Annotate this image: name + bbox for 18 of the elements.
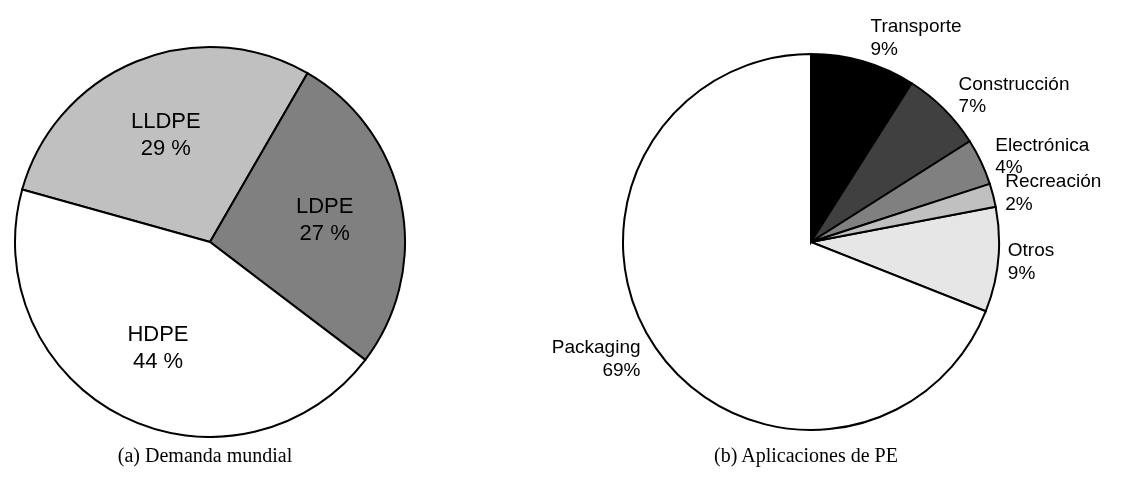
slice-label: Otros <box>1007 238 1055 260</box>
data-label: 29 % <box>140 134 191 160</box>
data-label: 9% <box>1007 261 1036 283</box>
data-label: 7% <box>958 95 987 117</box>
data-label: 9% <box>870 38 899 60</box>
slice-label: Packaging <box>551 336 641 358</box>
data-label: 44 % <box>132 347 184 373</box>
slice-label: Construcción <box>958 72 1070 94</box>
slice-label: LLDPE <box>130 108 201 134</box>
slice-label: LDPE <box>295 193 354 219</box>
slice-label: Electrónica <box>995 133 1090 155</box>
data-label: 27 % <box>299 219 350 245</box>
text: (a) Demanda mundial <box>116 444 294 467</box>
slice-label: Transporte <box>870 15 962 37</box>
slice-label: HDPE <box>127 321 189 347</box>
data-label: 2% <box>1005 193 1033 215</box>
data-label: 69% <box>602 358 641 380</box>
text: (b) Aplicaciones de PE <box>713 444 899 467</box>
